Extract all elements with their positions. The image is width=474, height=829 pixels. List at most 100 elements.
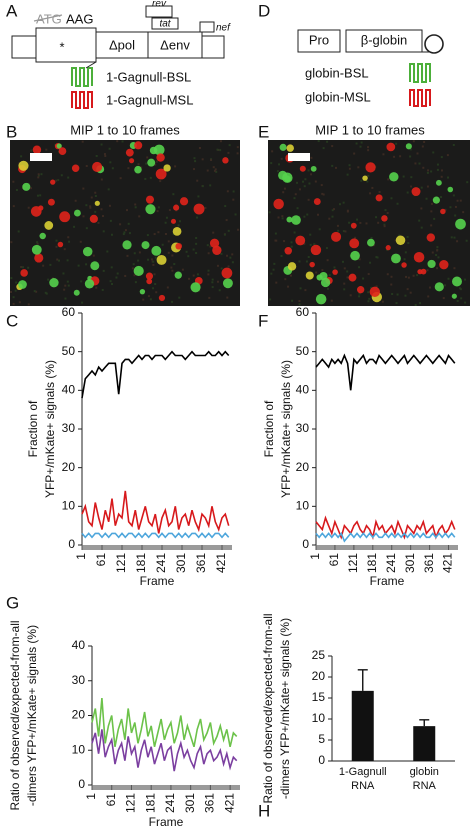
noise xyxy=(367,300,370,303)
noise xyxy=(369,192,372,195)
noise xyxy=(446,154,449,157)
noise xyxy=(94,195,97,198)
noise xyxy=(337,229,340,232)
noise xyxy=(27,303,30,306)
noise xyxy=(35,290,38,293)
spot xyxy=(146,278,153,285)
noise xyxy=(375,285,378,288)
noise xyxy=(219,140,222,143)
x-tick-label: 1 xyxy=(84,793,98,800)
nef-label: nef xyxy=(216,23,231,34)
noise xyxy=(81,140,84,143)
noise xyxy=(171,300,174,303)
noise xyxy=(278,163,281,166)
noise xyxy=(281,217,284,220)
spot xyxy=(18,280,27,289)
y-axis-label: Fraction of xyxy=(26,400,40,457)
noise xyxy=(236,152,239,155)
noise xyxy=(358,266,361,269)
noise xyxy=(304,289,307,292)
y-tick-label: 50 xyxy=(62,344,76,358)
spot xyxy=(284,247,292,255)
box xyxy=(201,35,225,59)
spot xyxy=(316,274,323,281)
noise xyxy=(216,148,219,151)
noise xyxy=(283,240,286,243)
noise xyxy=(326,287,329,290)
spot xyxy=(284,175,291,183)
noise xyxy=(365,222,368,225)
y-axis-label: Ratio of observed/expected-from-all xyxy=(261,613,275,803)
noise xyxy=(164,221,167,224)
spot xyxy=(369,286,381,298)
noise xyxy=(404,294,407,297)
noise xyxy=(173,263,176,266)
noise xyxy=(276,170,279,173)
noise xyxy=(294,193,297,196)
noise xyxy=(378,190,381,193)
noise xyxy=(348,221,351,224)
spot xyxy=(295,235,306,246)
noise xyxy=(213,169,216,172)
noise xyxy=(357,166,360,169)
x-axis-bar xyxy=(92,785,240,790)
spot xyxy=(89,214,98,223)
noise xyxy=(338,203,341,206)
image-title: MIP 1 to 10 frames xyxy=(70,122,180,137)
spot xyxy=(349,238,360,249)
noise xyxy=(66,259,69,262)
noise xyxy=(407,276,410,279)
spot xyxy=(22,182,31,191)
noise xyxy=(12,302,15,305)
noise xyxy=(81,301,84,304)
noise xyxy=(123,231,126,234)
noise xyxy=(462,211,465,214)
noise xyxy=(103,153,106,156)
noise xyxy=(427,169,430,172)
spot xyxy=(381,215,388,222)
noise xyxy=(332,208,335,211)
bar xyxy=(413,726,436,761)
noise xyxy=(383,223,386,226)
noise xyxy=(127,222,130,225)
noise xyxy=(287,285,290,288)
noise xyxy=(436,267,439,270)
noise xyxy=(386,211,389,214)
scale-bar xyxy=(288,153,310,161)
noise xyxy=(431,251,434,254)
noise xyxy=(126,209,129,212)
noise xyxy=(192,274,195,277)
noise xyxy=(149,298,152,301)
noise xyxy=(433,217,436,220)
noise xyxy=(420,226,423,229)
y-tick-label: 5 xyxy=(318,732,325,746)
noise xyxy=(298,300,301,303)
noise xyxy=(410,176,413,179)
noise xyxy=(440,196,443,199)
noise xyxy=(274,232,277,235)
scale-bar xyxy=(30,153,52,161)
noise xyxy=(358,295,361,298)
data-line xyxy=(315,531,456,543)
noise xyxy=(218,289,221,292)
noise xyxy=(272,268,275,271)
noise xyxy=(387,178,390,181)
noise xyxy=(409,148,412,151)
noise xyxy=(429,286,432,289)
noise xyxy=(201,185,204,188)
spot xyxy=(286,144,294,152)
noise xyxy=(450,236,453,239)
noise xyxy=(216,280,219,283)
noise xyxy=(343,267,346,270)
noise xyxy=(33,290,36,293)
spot xyxy=(435,179,442,186)
y-tick-label: 40 xyxy=(296,383,310,397)
noise xyxy=(127,167,130,170)
noise xyxy=(466,181,469,184)
noise xyxy=(226,190,229,193)
x-tick-label: 361 xyxy=(422,553,436,573)
noise xyxy=(331,164,334,167)
noise xyxy=(147,258,150,261)
noise xyxy=(459,287,462,290)
noise xyxy=(405,275,408,278)
